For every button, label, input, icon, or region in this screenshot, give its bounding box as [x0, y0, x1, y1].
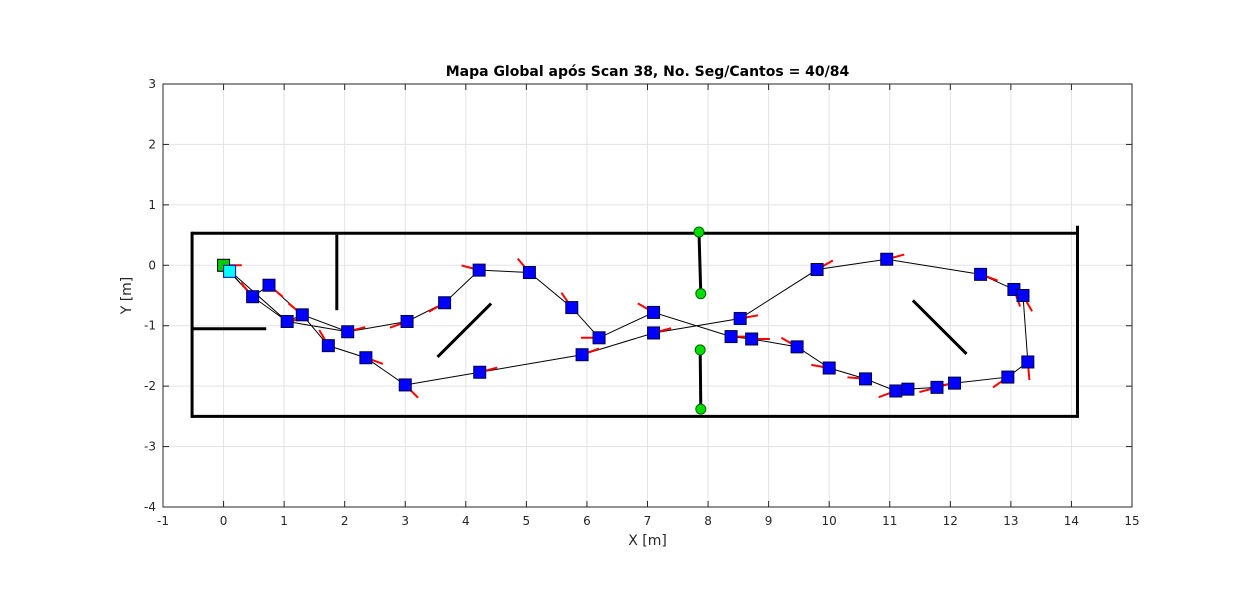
- pose-marker: [280, 314, 294, 328]
- y-tick-label: -2: [144, 379, 156, 393]
- x-tick-label: 1: [280, 514, 288, 528]
- grid: [162, 83, 1133, 508]
- current-pose-marker: [223, 264, 237, 278]
- pose-marker: [321, 339, 335, 353]
- pose-marker: [246, 290, 260, 304]
- y-tick-label: 3: [148, 77, 156, 91]
- x-axis-label: X [m]: [628, 533, 667, 549]
- pose-marker: [438, 296, 452, 310]
- x-tick-label: 7: [644, 514, 652, 528]
- wall-segment: [436, 302, 493, 359]
- pose-marker: [790, 340, 804, 354]
- chart-title: Mapa Global após Scan 38, No. Seg/Cantos…: [446, 64, 850, 80]
- pose-marker: [930, 380, 944, 394]
- pose-marker: [295, 308, 309, 322]
- pose-marker: [473, 365, 487, 379]
- x-tick-label: 12: [943, 514, 958, 528]
- pose-marker: [1016, 289, 1030, 302]
- wall-segment: [698, 348, 703, 411]
- wall-segment: [697, 230, 703, 296]
- pose-marker: [901, 382, 915, 396]
- pose-marker: [724, 330, 738, 344]
- y-tick-label: 2: [148, 137, 156, 151]
- pose-marker: [859, 372, 873, 386]
- pose-marker: [575, 348, 589, 362]
- x-tick-label: 2: [341, 514, 349, 528]
- pose-marker: [948, 376, 962, 390]
- x-tick-label: 10: [822, 514, 837, 528]
- y-tick-label: -4: [144, 500, 156, 514]
- special-poses: [217, 258, 237, 278]
- pose-marker: [359, 351, 373, 365]
- x-tick-label: 5: [523, 514, 531, 528]
- pose-marker: [565, 301, 579, 315]
- pose-marker: [522, 266, 536, 280]
- robot-poses: [246, 252, 1035, 398]
- x-tick-label: 11: [882, 514, 897, 528]
- pose-marker: [262, 278, 276, 292]
- pose-marker: [1001, 370, 1015, 384]
- y-tick-label: 1: [148, 198, 156, 212]
- wall-segment: [911, 299, 968, 356]
- corner-features: [693, 226, 707, 415]
- pose-marker: [810, 263, 824, 277]
- corner-marker: [695, 288, 707, 300]
- pose-marker: [974, 267, 988, 281]
- y-tick-label: -3: [144, 440, 156, 454]
- pose-marker: [400, 314, 414, 328]
- corner-marker: [693, 226, 705, 238]
- pose-marker: [822, 361, 836, 375]
- pose-marker: [341, 325, 355, 339]
- pose-marker: [889, 384, 903, 398]
- x-tick-label: 13: [1003, 514, 1018, 528]
- x-tick-label: -1: [157, 514, 169, 528]
- pose-marker: [647, 326, 661, 340]
- corner-marker: [695, 403, 707, 415]
- x-tick-label: 9: [765, 514, 773, 528]
- x-tick-label: 6: [583, 514, 591, 528]
- x-tick-label: 4: [462, 514, 470, 528]
- pose-marker: [1021, 355, 1035, 369]
- pose-marker: [592, 331, 606, 345]
- y-tick-label: -1: [144, 319, 156, 333]
- pose-marker: [398, 378, 412, 392]
- pose-marker: [472, 263, 486, 277]
- corner-marker: [694, 344, 706, 356]
- x-tick-label: 0: [220, 514, 228, 528]
- y-tick-label: 0: [148, 258, 156, 272]
- x-tick-label: 14: [1064, 514, 1079, 528]
- pose-marker: [733, 311, 747, 325]
- pose-marker: [745, 332, 759, 346]
- map-walls: [190, 225, 1079, 418]
- x-tick-label: 8: [704, 514, 712, 528]
- y-axis-label: Y [m]: [119, 277, 135, 316]
- pose-marker: [647, 305, 661, 319]
- x-tick-label: 15: [1124, 514, 1139, 528]
- x-tick-label: 3: [401, 514, 409, 528]
- pose-marker: [880, 252, 894, 266]
